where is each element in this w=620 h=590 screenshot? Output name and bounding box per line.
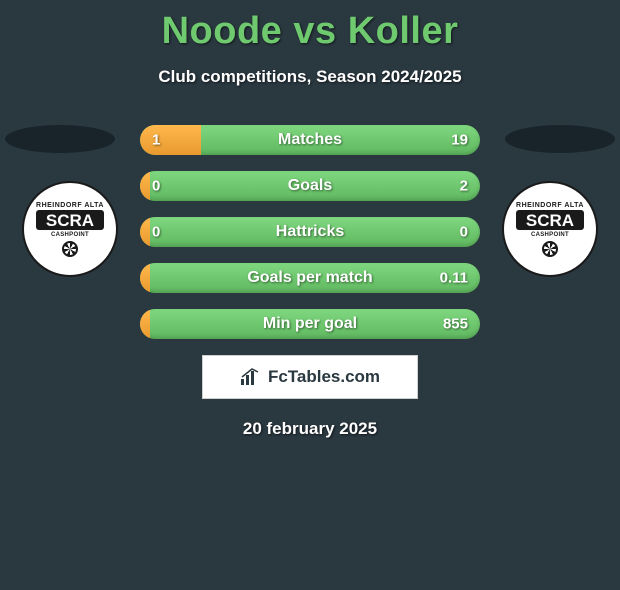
- stat-bar-fill: [140, 263, 150, 293]
- date-text: 20 february 2025: [0, 419, 620, 439]
- stat-bar-fill: [140, 217, 150, 247]
- stat-bars: 1 Matches 19 0 Goals 2 0 Hattricks 0 Goa…: [140, 125, 480, 339]
- stat-label: Hattricks: [276, 223, 344, 241]
- stat-bar: 0 Goals 2: [140, 171, 480, 201]
- page-title: Noode vs Koller: [0, 10, 620, 53]
- stat-right-value: 2: [460, 178, 468, 195]
- stat-bar-fill: [140, 171, 150, 201]
- stat-right-value: 19: [451, 132, 468, 149]
- club-arc-text: RHEINDORF ALTA: [36, 202, 104, 209]
- stat-label: Matches: [278, 131, 342, 149]
- brand-box[interactable]: FcTables.com: [202, 355, 418, 399]
- volleyball-icon: [542, 241, 558, 257]
- club-logo-right: RHEINDORF ALTA SCRA CASHPOINT: [502, 181, 598, 277]
- brand-text: FcTables.com: [268, 367, 380, 387]
- player-shadow-right: [505, 125, 615, 153]
- stat-label: Min per goal: [263, 315, 357, 333]
- club-sub-text: CASHPOINT: [51, 232, 89, 238]
- stat-bar-fill: [140, 125, 201, 155]
- stat-left-value: 1: [152, 132, 160, 149]
- stat-label: Goals: [288, 177, 332, 195]
- stat-right-value: 0.11: [440, 270, 468, 287]
- club-sub-text: CASHPOINT: [531, 232, 569, 238]
- stat-left-value: 0: [152, 224, 160, 241]
- stat-right-value: 0: [460, 224, 468, 241]
- stat-label: Goals per match: [247, 269, 372, 287]
- club-arc-text: RHEINDORF ALTA: [516, 202, 584, 209]
- club-main-text: SCRA: [516, 210, 584, 230]
- stat-bar: 0 Hattricks 0: [140, 217, 480, 247]
- comparison-panel: RHEINDORF ALTA SCRA CASHPOINT RHEINDORF …: [0, 125, 620, 439]
- volleyball-icon: [62, 241, 78, 257]
- stat-bar: 1 Matches 19: [140, 125, 480, 155]
- club-logo-left: RHEINDORF ALTA SCRA CASHPOINT: [22, 181, 118, 277]
- bar-chart-icon: [240, 368, 262, 386]
- player-shadow-left: [5, 125, 115, 153]
- stat-right-value: 855: [443, 316, 468, 333]
- stat-bar: Goals per match 0.11: [140, 263, 480, 293]
- stat-bar-fill: [140, 309, 150, 339]
- stat-left-value: 0: [152, 178, 160, 195]
- subtitle: Club competitions, Season 2024/2025: [0, 67, 620, 87]
- stat-bar: Min per goal 855: [140, 309, 480, 339]
- club-main-text: SCRA: [36, 210, 104, 230]
